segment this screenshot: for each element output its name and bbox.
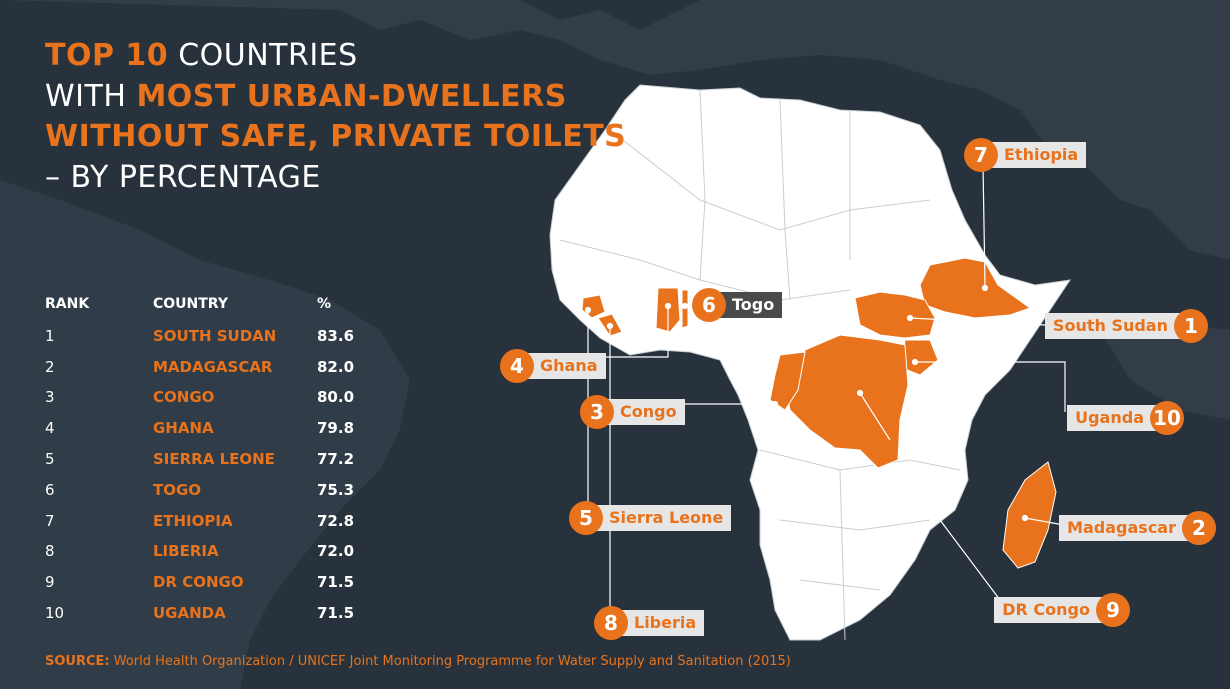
row-rank: 10: [45, 603, 65, 622]
source-text: World Health Organization / UNICEF Joint…: [109, 654, 791, 669]
title-line-2: WITH MOST URBAN-DWELLERS: [45, 77, 626, 118]
row-country: GHANA: [153, 419, 214, 438]
congo-region: [769, 351, 806, 411]
header-percent: %: [317, 296, 332, 312]
country-label: South Sudan: [1044, 313, 1182, 339]
rank-badge: 7: [964, 138, 998, 172]
rank-badge: 4: [500, 349, 534, 383]
madagascar-region: [1002, 461, 1057, 569]
row-percent: 80.0: [317, 388, 355, 407]
callout-madagascar: 2 Madagascar: [1059, 511, 1216, 545]
row-country: UGANDA: [153, 603, 226, 622]
row-rank: 1: [45, 326, 55, 345]
country-label: Sierra Leone: [595, 505, 732, 531]
rank-badge: 10: [1150, 401, 1184, 435]
row-rank: 2: [45, 357, 55, 376]
rank-badge: 3: [580, 395, 614, 429]
row-percent: 82.0: [317, 357, 355, 376]
row-country: TOGO: [153, 480, 202, 499]
header-country: COUNTRY: [153, 296, 228, 312]
callout-congo: 3 Congo: [580, 395, 690, 429]
row-percent: 77.2: [317, 449, 355, 468]
south-sudan-region: [854, 291, 936, 339]
callout-uganda: 10 Uganda: [1067, 401, 1184, 435]
row-country: ETHIOPIA: [153, 511, 233, 530]
rank-badge: 6: [692, 288, 726, 322]
callout-ghana: 4 Ghana: [500, 349, 610, 383]
row-percent: 71.5: [317, 573, 355, 592]
row-percent: 72.0: [317, 542, 355, 561]
callout-sierra-leone: 5 Sierra Leone: [569, 501, 732, 535]
highlighted-countries: [581, 257, 1057, 569]
title-highlight: MOST URBAN-DWELLERS: [136, 78, 567, 114]
source-prefix: SOURCE:: [45, 654, 110, 669]
country-label: Ghana: [526, 353, 606, 379]
callout-south-sudan: 1 South Sudan: [1044, 309, 1208, 343]
header-rank: RANK: [45, 296, 90, 312]
callout-togo: 6 Togo: [692, 288, 792, 322]
callout-dr-congo: 9 DR Congo: [994, 593, 1130, 627]
title-line-4: – BY PERCENTAGE: [45, 159, 321, 195]
row-percent: 79.8: [317, 419, 355, 438]
source-note: SOURCE: World Health Organization / UNIC…: [45, 654, 791, 669]
row-rank: 6: [45, 480, 55, 499]
row-percent: 72.8: [317, 511, 355, 530]
rank-badge: 2: [1182, 511, 1216, 545]
row-country: LIBERIA: [153, 542, 219, 561]
country-label: Congo: [606, 399, 685, 425]
row-country: MADAGASCAR: [153, 357, 273, 376]
title-highlight: TOP 10: [45, 38, 169, 73]
rank-badge: 1: [1174, 309, 1208, 343]
row-rank: 4: [45, 419, 55, 438]
row-rank: 9: [45, 573, 55, 592]
rank-badge: 8: [594, 606, 628, 640]
row-rank: 5: [45, 449, 55, 468]
row-percent: 83.6: [317, 326, 355, 345]
row-percent: 71.5: [317, 603, 355, 622]
dr-congo-region: [784, 334, 909, 469]
row-country: SOUTH SUDAN: [153, 326, 277, 345]
ethiopia-region: [919, 257, 1032, 319]
callout-ethiopia: 7 Ethiopia: [964, 138, 1087, 172]
title-line-3: WITHOUT SAFE, PRIVATE TOILETS: [45, 119, 627, 154]
page-title: TOP 10 COUNTRIES WITH MOST URBAN-DWELLER…: [45, 36, 626, 198]
country-label: Madagascar: [1059, 515, 1190, 541]
callout-liberia: 8 Liberia: [594, 606, 705, 640]
title-text: COUNTRIES: [168, 38, 358, 73]
country-borders: [559, 89, 961, 641]
row-percent: 75.3: [317, 480, 355, 499]
row-rank: 3: [45, 388, 55, 407]
row-country: SIERRA LEONE: [153, 449, 275, 468]
row-rank: 7: [45, 511, 55, 530]
rank-badge: 9: [1096, 593, 1130, 627]
title-text: WITH: [45, 78, 137, 114]
row-country: DR CONGO: [153, 573, 244, 592]
title-line-1: TOP 10 COUNTRIES: [45, 36, 626, 77]
country-label: Liberia: [620, 610, 705, 636]
country-label: Uganda: [1067, 405, 1158, 431]
leader-lines: [584, 164, 1076, 620]
row-rank: 8: [45, 542, 55, 561]
country-label: Togo: [718, 292, 783, 318]
country-label: Ethiopia: [990, 142, 1087, 168]
row-country: CONGO: [153, 388, 215, 407]
rank-badge: 5: [569, 501, 603, 535]
country-label: DR Congo: [994, 597, 1104, 623]
